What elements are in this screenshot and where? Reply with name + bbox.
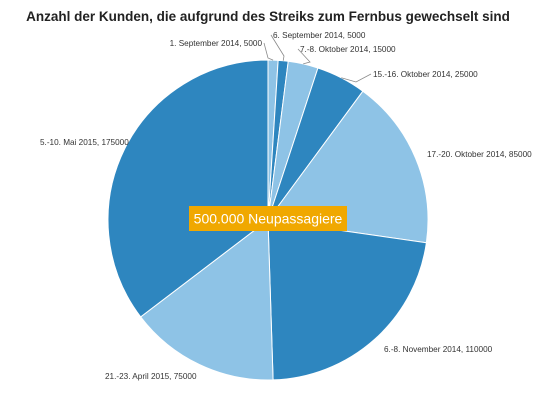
pie-slice xyxy=(267,219,427,381)
slice-label: 17.-20. Oktober 2014, 85000 xyxy=(427,150,532,159)
pie-slices xyxy=(107,59,429,381)
pie-slice xyxy=(107,59,269,318)
slice-label: 1. September 2014, 5000 xyxy=(170,39,263,48)
leader-line xyxy=(341,73,372,83)
slice-label: 6. September 2014, 5000 xyxy=(273,31,366,40)
leader-line xyxy=(270,34,285,61)
slice-label: 15.-16. Oktober 2014, 25000 xyxy=(373,70,478,79)
pie-slice xyxy=(267,90,429,244)
annotation-box xyxy=(189,206,347,231)
slice-label: 5.-10. Mai 2015, 175000 xyxy=(40,138,129,147)
annotation-text: 500.000 Neupassagiere xyxy=(194,211,343,227)
slice-labels: 1. September 2014, 5000 6. September 2014… xyxy=(40,31,532,381)
pie-slice xyxy=(139,219,274,381)
total-annotation: 500.000 Neupassagiere xyxy=(189,206,347,231)
slice-label: 7.-8. Oktober 2014, 15000 xyxy=(300,45,396,54)
label-leader-lines xyxy=(263,34,372,83)
slice-label: 6.-8. November 2014, 110000 xyxy=(384,345,493,354)
leader-line xyxy=(263,42,274,61)
slice-label: 21.-23. April 2015, 75000 xyxy=(105,372,197,381)
leader-line xyxy=(297,48,311,65)
chart-title: Anzahl der Kunden, die aufgrund des Stre… xyxy=(26,9,510,24)
